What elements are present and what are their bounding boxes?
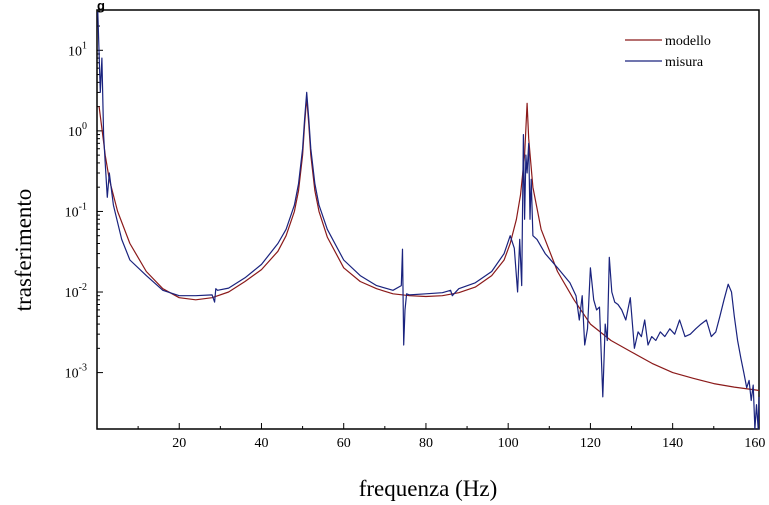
y-tick-label: 10-2 <box>65 282 87 301</box>
y-axis-ticks: 101 100 10-1 10-2 10-3 <box>65 11 103 382</box>
legend: modello misura <box>625 34 711 70</box>
y-tick-label: 10-3 <box>65 363 87 382</box>
series-layer <box>97 11 760 430</box>
x-tick-label: 60 <box>337 436 351 451</box>
series-line-misura <box>97 11 760 430</box>
legend-label: misura <box>665 55 704 70</box>
x-tick-label: 80 <box>419 436 433 451</box>
y-tick-label: 100 <box>68 121 87 140</box>
y-tick-label: 101 <box>68 40 87 59</box>
x-tick-label: 20 <box>172 436 186 451</box>
series-line-modello <box>98 96 760 392</box>
y-axis-title: trasferimento <box>11 189 36 312</box>
x-tick-label: 40 <box>254 436 268 451</box>
x-tick-label: 120 <box>580 436 601 451</box>
x-tick-label: 140 <box>662 436 683 451</box>
partial-title: g <box>97 0 105 13</box>
x-axis-ticks: 20 40 60 80 100 120 140 160 <box>137 423 765 451</box>
x-axis-title: frequenza (Hz) <box>359 476 498 501</box>
y-tick-label: 10-1 <box>65 201 87 220</box>
legend-label: modello <box>665 34 711 49</box>
x-tick-label: 160 <box>744 436 765 451</box>
x-tick-label: 100 <box>498 436 519 451</box>
